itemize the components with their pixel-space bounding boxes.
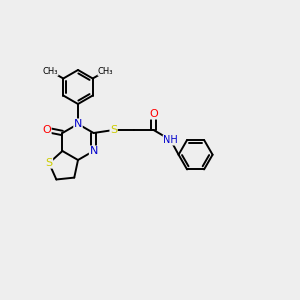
Text: N: N bbox=[74, 119, 82, 129]
Text: O: O bbox=[42, 125, 51, 135]
Text: O: O bbox=[149, 109, 158, 119]
Text: N: N bbox=[89, 146, 98, 156]
Text: CH₃: CH₃ bbox=[98, 67, 113, 76]
Text: CH₃: CH₃ bbox=[43, 67, 58, 76]
Text: S: S bbox=[110, 125, 117, 135]
Text: S: S bbox=[46, 158, 52, 168]
Text: NH: NH bbox=[163, 135, 178, 145]
